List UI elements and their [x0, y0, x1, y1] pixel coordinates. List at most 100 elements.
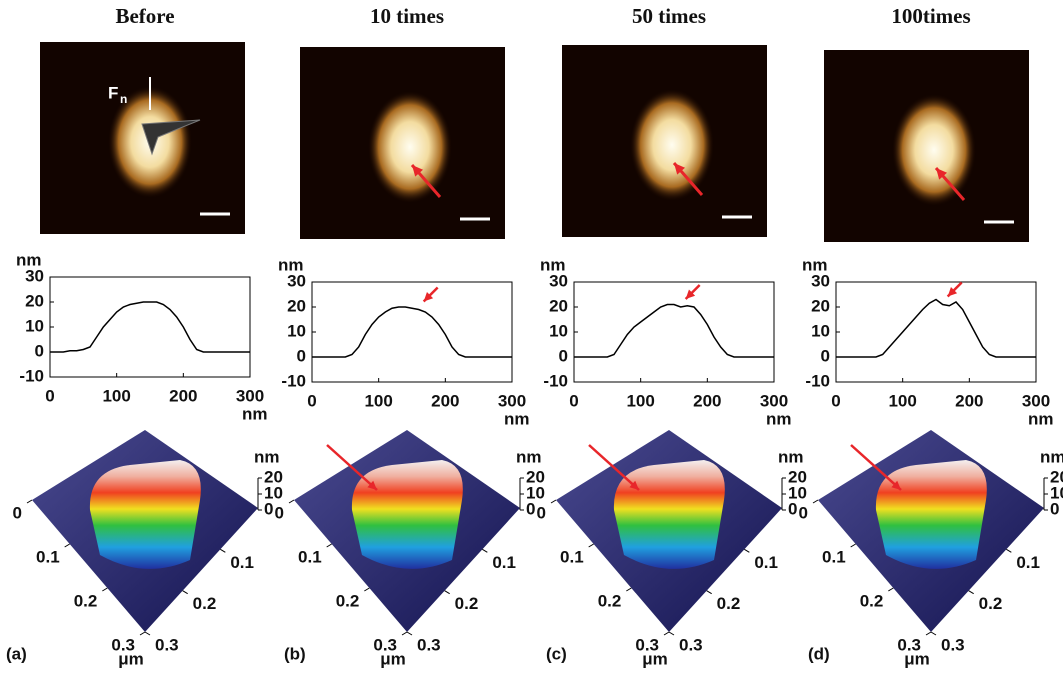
surface-z-label: nm [254, 447, 280, 466]
arrow-head [947, 287, 958, 297]
surface-y-tick [406, 631, 413, 636]
surface-x-tick [364, 587, 370, 592]
surface-y-tick-label: 0.3 [155, 635, 179, 654]
x-tick-label: 200 [169, 386, 197, 405]
surface-y-tick-label: 0.2 [455, 594, 479, 613]
y-axis-label: nm [278, 255, 304, 274]
afm-particle [368, 91, 452, 203]
arrow-head [412, 165, 424, 177]
y-tick-label: -10 [805, 371, 830, 390]
x-tick-label: 0 [569, 391, 578, 410]
y-tick-label: -10 [281, 371, 306, 390]
y-axis-label: nm [540, 255, 566, 274]
arrow-head [674, 163, 686, 175]
surface-y-tick [668, 631, 675, 636]
panel-title: 10 times [370, 4, 444, 28]
surface-x-tick [288, 499, 295, 504]
arrow-head [891, 480, 901, 490]
y-tick-label: 0 [821, 346, 830, 365]
x-tick-label: 300 [760, 391, 788, 410]
surface-y-tick-label: 0.2 [717, 594, 741, 613]
arrow-head [367, 480, 377, 490]
x-tick-label: 100 [364, 391, 392, 410]
surface-x-tick [102, 587, 108, 592]
y-tick-label: 10 [25, 316, 44, 335]
panel-label: (d) [808, 644, 830, 663]
plot-frame [49, 276, 251, 378]
surface-x-tick [925, 631, 932, 636]
afm-particle [892, 94, 976, 206]
x-axis-label: nm [766, 409, 792, 428]
surface-z-tick-label: 0 [264, 499, 273, 518]
y-tick-label: -10 [543, 371, 568, 390]
surface-x-tick [888, 587, 894, 592]
red-arrow [588, 444, 640, 491]
y-tick-label: 30 [811, 271, 830, 290]
surface-x-tick-label: 0.3 [111, 635, 135, 654]
surface-x-tick-label: 0.2 [598, 591, 622, 610]
surface-z-tick-label: 10 [264, 483, 283, 502]
surface-x-tick-label: 0.2 [860, 591, 884, 610]
surface-x-tick [663, 631, 670, 636]
red-arrow [326, 444, 378, 491]
surface-y-tick [968, 590, 974, 595]
red-arrow [850, 444, 902, 491]
surface-xy-label: μm [118, 649, 144, 668]
x-tick-label: 200 [693, 391, 721, 410]
x-tick-label: 200 [431, 391, 459, 410]
surface-particle [613, 460, 725, 569]
red-arrow [422, 286, 439, 303]
surface-x-tick-label: 0.2 [74, 591, 98, 610]
y-tick-label: -10 [19, 366, 44, 385]
y-tick-label: 20 [811, 296, 830, 315]
surface-y-tick [144, 631, 151, 636]
afm-particle [630, 89, 714, 201]
y-tick-label: 10 [811, 321, 830, 340]
panel-label: (c) [546, 644, 567, 663]
surface-x-tick [401, 631, 408, 636]
x-axis-label: nm [1028, 409, 1054, 428]
x-tick-label: 100 [888, 391, 916, 410]
surface-x-tick [550, 499, 557, 504]
surface-z-tick-label: 20 [788, 467, 807, 486]
surface-x-tick [812, 499, 819, 504]
surface-x-tick [588, 543, 594, 548]
y-axis-label: nm [802, 255, 828, 274]
surface-x-tick-label: 0.3 [373, 635, 397, 654]
y-tick-label: 0 [35, 341, 44, 360]
arrow-shaft [850, 444, 902, 491]
x-tick-label: 0 [831, 391, 840, 410]
profile-line [836, 298, 1036, 358]
surface-z-label: nm [516, 447, 542, 466]
surface-y-tick [744, 548, 750, 553]
arrow-head [629, 480, 639, 490]
panel-title: 50 times [632, 4, 706, 28]
surface-z-tick-label: 10 [1050, 483, 1063, 502]
x-tick-label: 100 [102, 386, 130, 405]
red-arrow [946, 281, 963, 298]
y-tick-label: 10 [549, 321, 568, 340]
surface-particle [89, 460, 201, 569]
arrow-head [936, 168, 948, 180]
surface-z-tick-label: 0 [788, 499, 797, 518]
surface-particle [351, 460, 463, 569]
surface-y-tick [482, 548, 488, 553]
surface-y-tick [1006, 548, 1012, 553]
y-tick-label: 30 [25, 266, 44, 285]
y-tick-label: 20 [549, 296, 568, 315]
surface-z-tick-label: 10 [526, 483, 545, 502]
surface-y-tick-label: 0.3 [679, 635, 703, 654]
surface-x-tick-label: 0.2 [336, 591, 360, 610]
surface-x-tick-label: 0 [275, 503, 284, 522]
y-tick-label: 0 [297, 346, 306, 365]
x-axis-label: nm [242, 404, 268, 423]
x-tick-label: 0 [45, 386, 54, 405]
arrow-shaft [326, 444, 378, 491]
surface-xy-label: μm [380, 649, 406, 668]
surface-z-label: nm [778, 447, 804, 466]
profile-line [312, 306, 512, 358]
surface-y-tick [220, 548, 226, 553]
surface-xy-label: μm [904, 649, 930, 668]
x-tick-label: 0 [307, 391, 316, 410]
